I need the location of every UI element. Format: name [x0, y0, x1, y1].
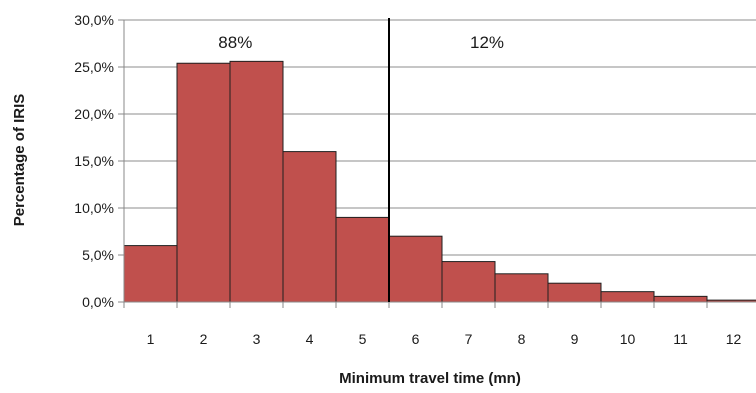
bars	[123, 60, 756, 303]
bar-1	[123, 245, 178, 303]
x-tick-label: 8	[518, 331, 526, 347]
bar-8	[494, 273, 549, 303]
annotation-left: 88%	[218, 33, 252, 52]
axes	[118, 20, 756, 303]
bar-9	[547, 282, 602, 303]
y-tick-label: 0,0%	[82, 294, 114, 310]
bar-6	[388, 235, 443, 303]
x-tick-label: 4	[306, 331, 314, 347]
x-tick-label: 2	[200, 331, 208, 347]
y-tick-label: 20,0%	[74, 106, 114, 122]
x-tick-label: 12	[726, 331, 742, 347]
bar-11	[653, 295, 708, 303]
bar-3	[229, 60, 284, 303]
y-tick-labels: 0,0% 5,0% 10,0% 15,0% 20,0% 25,0% 30,0%	[74, 12, 114, 310]
y-tick-label: 30,0%	[74, 12, 114, 28]
bar-4	[282, 151, 337, 303]
bar-7	[441, 261, 496, 303]
y-tick-label: 15,0%	[74, 153, 114, 169]
y-axis-title: Percentage of IRIS	[11, 94, 28, 227]
x-tick-label: 1	[147, 331, 155, 347]
x-tick-label: 9	[571, 331, 579, 347]
y-tick-label: 25,0%	[74, 59, 114, 75]
x-tick-label: 7	[465, 331, 473, 347]
y-tick-label: 5,0%	[82, 247, 114, 263]
y-tick-label: 10,0%	[74, 200, 114, 216]
x-axis-title: Minimum travel time (mn)	[339, 370, 521, 387]
bar-5	[335, 216, 390, 303]
x-tick-label: 10	[620, 331, 636, 347]
bar-10	[600, 291, 655, 303]
annotation-right: 12%	[470, 33, 504, 52]
x-tick-labels: 1 2 3 4 5 6 7 8 9 10 11 12	[123, 302, 742, 347]
x-tick-label: 11	[673, 331, 688, 347]
x-tick-label: 5	[359, 331, 367, 347]
bar-2	[176, 62, 231, 303]
x-tick-label: 6	[412, 331, 420, 347]
x-tick-label: 3	[253, 331, 261, 347]
